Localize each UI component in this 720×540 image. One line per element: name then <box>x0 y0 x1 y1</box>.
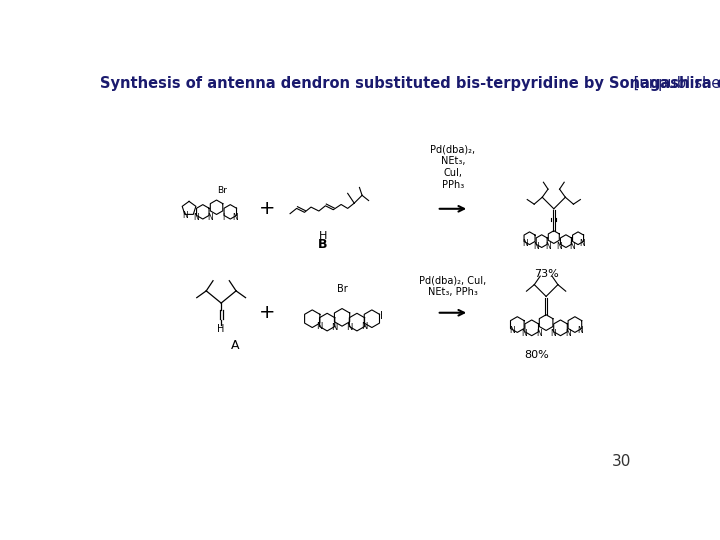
Text: I: I <box>222 213 224 221</box>
Text: +: + <box>259 199 276 218</box>
Text: N: N <box>550 329 556 338</box>
Text: Synthesis of antenna dendron substituted bis-terpyridine by Sonagashira coupling: Synthesis of antenna dendron substituted… <box>99 76 720 91</box>
Text: 73%: 73% <box>534 269 559 279</box>
Text: N: N <box>182 211 188 220</box>
Text: N: N <box>579 239 585 248</box>
Text: N: N <box>346 323 353 332</box>
Text: H: H <box>319 231 327 241</box>
Text: N: N <box>509 326 515 335</box>
Text: N: N <box>331 323 338 332</box>
Text: N: N <box>577 326 583 335</box>
Text: A: A <box>231 339 239 353</box>
Text: 30: 30 <box>611 454 631 469</box>
Text: N: N <box>361 322 368 332</box>
Text: N: N <box>317 322 323 332</box>
Text: I: I <box>380 311 383 321</box>
Text: +: + <box>259 303 276 322</box>
Text: N: N <box>194 213 199 221</box>
Text: B: B <box>318 238 328 251</box>
Text: N: N <box>523 239 528 248</box>
Text: N: N <box>564 329 570 338</box>
Text: N: N <box>569 242 575 251</box>
Text: N: N <box>545 242 551 251</box>
Text: H: H <box>217 324 225 334</box>
Text: N: N <box>536 329 541 338</box>
Text: Br: Br <box>217 186 227 195</box>
Text: Pd(dba)₂, CuI,
NEt₃, PPh₃: Pd(dba)₂, CuI, NEt₃, PPh₃ <box>419 276 487 298</box>
Text: N: N <box>207 213 213 221</box>
Text: Br: Br <box>337 284 348 294</box>
Text: N: N <box>521 329 527 338</box>
Text: 80%: 80% <box>524 350 549 360</box>
Text: Pd(dba)₂,
NEt₃,
CuI,
PPh₃: Pd(dba)₂, NEt₃, CuI, PPh₃ <box>431 145 475 190</box>
Text: [unpublished]: [unpublished] <box>629 76 720 91</box>
Text: N: N <box>232 213 238 221</box>
Text: N: N <box>557 242 562 251</box>
Text: N: N <box>533 242 539 251</box>
